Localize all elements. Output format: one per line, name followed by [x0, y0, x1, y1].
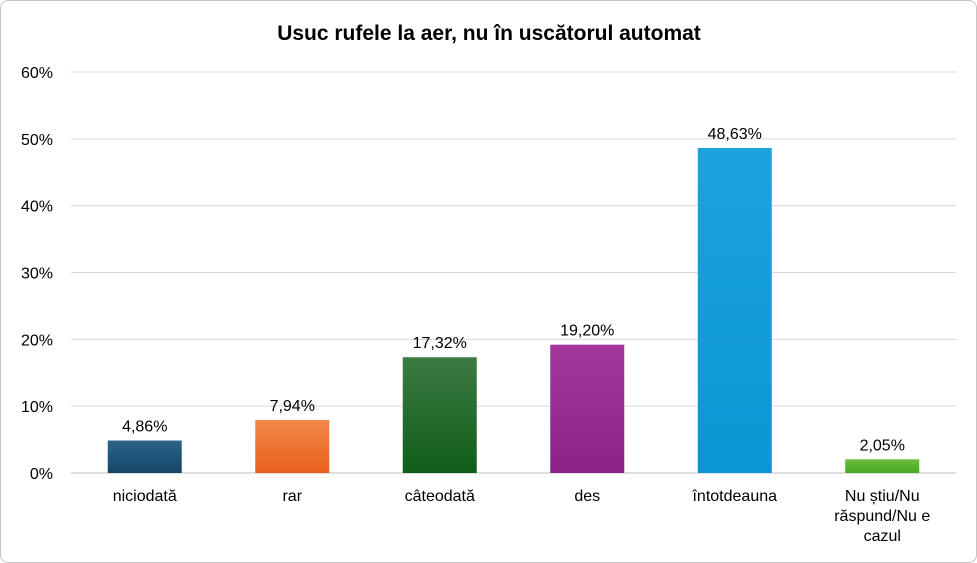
y-tick-label: 0%: [30, 466, 53, 483]
bar: [550, 344, 625, 473]
category-label: rar: [282, 488, 302, 505]
data-label: 17,32%: [413, 335, 467, 352]
bar: [107, 440, 182, 473]
category-label: întotdeauna: [691, 488, 777, 505]
data-labels: 4,86% 7,94% 17,32% 19,20% 48,63% 2,05%: [122, 126, 905, 454]
bar: [402, 357, 477, 473]
y-tick-label: 20%: [21, 332, 53, 349]
bar: [697, 147, 772, 473]
data-label: 48,63%: [708, 126, 762, 143]
data-label: 4,86%: [122, 419, 167, 436]
bar: [845, 459, 920, 473]
y-tick-label: 60%: [21, 65, 53, 82]
data-label: 19,20%: [560, 323, 614, 340]
category-label: des: [574, 488, 600, 505]
category-label: niciodată: [113, 488, 177, 505]
y-tick-label: 40%: [21, 199, 53, 216]
y-tick-label: 10%: [21, 399, 53, 416]
category-label: Nu știu/Nu răspund/Nu e cazul: [834, 488, 930, 545]
y-axis-tick-labels: 0% 10% 20% 30% 40% 50% 60%: [21, 65, 53, 483]
x-axis-category-labels: niciodată rar câteodată des întotdeauna Nu șt…: [113, 488, 931, 545]
y-tick-label: 50%: [21, 132, 53, 149]
chart-title: Usuc rufele la aer, nu în uscătorul auto…: [277, 22, 701, 45]
category-label: câteodată: [405, 488, 475, 505]
data-label: 7,94%: [270, 398, 315, 415]
data-label: 2,05%: [860, 437, 905, 454]
gridlines: [71, 71, 956, 474]
bars: [107, 147, 920, 473]
bar: [255, 419, 330, 473]
y-tick-label: 30%: [21, 266, 53, 283]
